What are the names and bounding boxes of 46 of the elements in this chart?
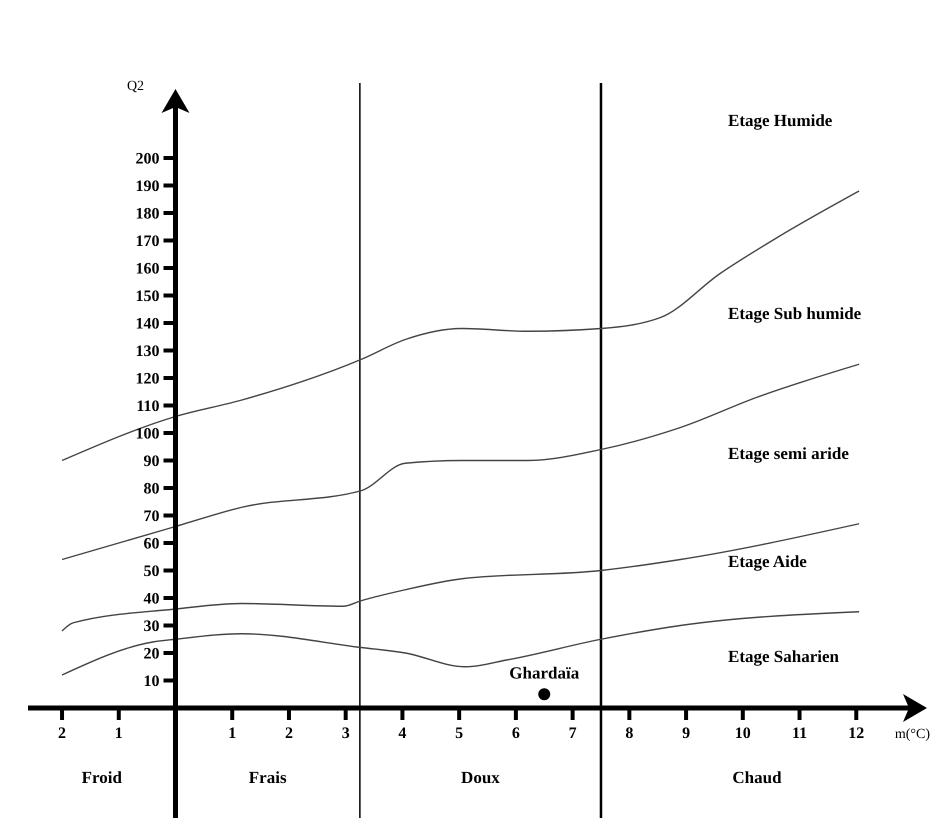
y-tick-label: 70 bbox=[144, 508, 160, 526]
y-axis-title: Q2 bbox=[126, 79, 144, 94]
annotation: Etage Humide bbox=[728, 110, 833, 130]
x-tick-label: 2 bbox=[58, 725, 66, 742]
x-tick-label: 8 bbox=[625, 725, 634, 742]
y-tick-label: 60 bbox=[144, 536, 160, 553]
y-tick-label: 30 bbox=[144, 618, 160, 636]
y-tick-label: 80 bbox=[144, 480, 160, 498]
y-tick-label: 170 bbox=[136, 233, 160, 250]
y-tick-label: 90 bbox=[144, 453, 160, 470]
text: Froid bbox=[82, 768, 122, 787]
annotation: Etage Sub humide bbox=[728, 304, 862, 323]
x-tick-label: 6 bbox=[512, 725, 520, 742]
x-tick-label: 7 bbox=[568, 725, 577, 742]
annotation: Etage semi aride bbox=[728, 444, 850, 463]
x-tick-label: 1 bbox=[228, 725, 236, 742]
x-tick-label: 3 bbox=[342, 725, 350, 742]
annotation: Etage Saharien bbox=[728, 646, 840, 666]
y-tick-label: 20 bbox=[144, 646, 160, 663]
x-tick-label: 9 bbox=[682, 725, 690, 742]
text: Frais bbox=[248, 768, 287, 787]
series-label: Ghardaïa bbox=[509, 663, 580, 682]
y-tick-label: 140 bbox=[136, 316, 160, 333]
text: Doux bbox=[461, 768, 500, 787]
x-axis-title: m(°C) bbox=[894, 727, 930, 742]
y-tick-label: 180 bbox=[136, 206, 160, 223]
x-tick-label: 12 bbox=[848, 725, 864, 742]
y-tick-label: 120 bbox=[136, 370, 160, 388]
y-tick-label: 100 bbox=[136, 426, 160, 443]
y-tick-label: 10 bbox=[144, 673, 160, 690]
x-tick-label: 5 bbox=[455, 725, 464, 742]
x-tick-label: 11 bbox=[792, 725, 808, 742]
x-tick-label: 10 bbox=[734, 725, 751, 742]
y-tick-label: 40 bbox=[144, 590, 160, 608]
y-tick-label: 130 bbox=[136, 343, 160, 360]
x-tick-label: 2 bbox=[284, 725, 293, 742]
y-tick-label: 190 bbox=[136, 178, 160, 196]
x-tick-label: 4 bbox=[398, 725, 406, 742]
y-tick-label: 50 bbox=[144, 563, 160, 580]
y-tick-label: 200 bbox=[136, 150, 160, 168]
y-tick-label: 110 bbox=[136, 398, 160, 416]
y-tick-label: 160 bbox=[136, 260, 160, 278]
y-tick-label: 150 bbox=[136, 288, 160, 306]
text: Chaud bbox=[732, 768, 782, 787]
annotation: Etage Aide bbox=[728, 552, 808, 571]
x-tick-label: 1 bbox=[114, 725, 123, 742]
